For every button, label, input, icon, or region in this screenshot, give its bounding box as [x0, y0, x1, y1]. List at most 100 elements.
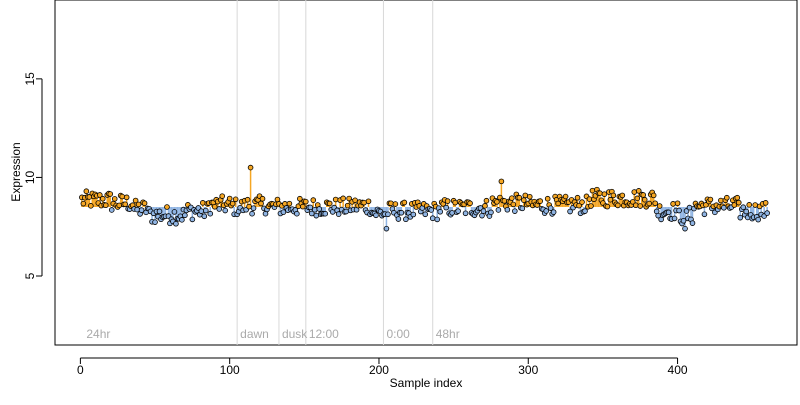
data-point [674, 200, 681, 207]
data-point [452, 199, 458, 206]
x-tick-label: 100 [220, 363, 240, 377]
data-point [737, 214, 744, 221]
data-point [650, 192, 657, 199]
data-point [494, 199, 500, 205]
data-point [437, 208, 443, 215]
data-point [383, 225, 390, 232]
data-point [467, 200, 473, 207]
data-point [615, 202, 621, 209]
marker-lines [236, 0, 434, 345]
data-point [156, 208, 163, 215]
data-point [588, 203, 594, 209]
data-point [311, 206, 318, 213]
data-point [597, 190, 603, 197]
data-point [152, 219, 158, 225]
data-point [586, 196, 593, 202]
data-point [516, 194, 523, 201]
x-tick-label: 200 [369, 363, 389, 377]
data-point [680, 218, 687, 224]
data-point [249, 210, 255, 217]
data-point [116, 202, 122, 209]
data-points [79, 164, 770, 232]
data-point [303, 198, 309, 205]
data-point [335, 211, 342, 217]
y-tick-label: 15 [23, 72, 37, 86]
data-point [219, 193, 226, 199]
data-point [108, 207, 115, 213]
data-point [326, 200, 333, 207]
data-point [498, 178, 505, 185]
data-point [443, 204, 449, 211]
data-point [297, 195, 303, 202]
data-point [83, 188, 90, 195]
data-point [721, 204, 727, 211]
data-point [340, 195, 346, 202]
data-point [388, 200, 394, 207]
data-point [207, 210, 214, 217]
data-point [361, 199, 367, 206]
data-point [641, 196, 648, 203]
data-point [526, 193, 533, 200]
data-point [434, 216, 440, 223]
data-point [731, 202, 738, 208]
data-point [138, 207, 145, 213]
data-point [610, 192, 617, 199]
data-point [735, 199, 742, 206]
data-point [422, 211, 429, 218]
data-point [635, 188, 642, 194]
data-point [229, 200, 236, 207]
data-point [88, 203, 94, 209]
data-point [392, 201, 399, 207]
data-point [665, 209, 672, 216]
data-point [107, 191, 114, 197]
data-point [182, 212, 188, 219]
data-point [429, 215, 436, 222]
data-point [519, 205, 526, 212]
data-point [96, 192, 103, 198]
data-point [259, 195, 266, 202]
data-point [122, 201, 128, 208]
data-point [718, 197, 724, 204]
data-point [640, 192, 647, 198]
data-point [365, 198, 372, 205]
data-point [579, 199, 585, 205]
data-point [198, 208, 205, 214]
data-point [567, 208, 573, 215]
marker-label: 48hr [436, 327, 460, 341]
data-point [258, 200, 264, 207]
data-point [455, 208, 461, 214]
data-point [479, 212, 485, 219]
data-point [637, 203, 644, 209]
data-point [495, 207, 502, 213]
data-point [619, 192, 626, 199]
data-point [189, 216, 196, 223]
data-point [410, 211, 417, 218]
marker-label: 24hr [86, 327, 110, 341]
data-point [99, 195, 106, 202]
data-point [316, 206, 323, 212]
marker-labels: 24hr dawn dusk 12:00 0:00 48hr [86, 327, 459, 341]
data-point [294, 210, 300, 217]
data-point [246, 203, 252, 210]
data-point [462, 210, 469, 217]
data-point [202, 207, 209, 214]
data-point [743, 208, 750, 215]
data-point [398, 209, 405, 216]
data-point [734, 194, 741, 201]
data-point [428, 207, 435, 213]
data-point [250, 205, 257, 211]
data-point [322, 210, 329, 217]
data-point [201, 213, 208, 220]
plot-area-frame [54, 0, 798, 346]
marker-label: dawn [240, 327, 269, 341]
data-point [332, 196, 339, 203]
y-axis: 5 10 15 [23, 72, 43, 279]
data-point [646, 200, 652, 207]
data-point [544, 195, 551, 202]
data-point [576, 202, 582, 209]
data-point [135, 201, 142, 208]
data-point [574, 194, 581, 201]
data-point [222, 207, 228, 214]
data-point [141, 200, 148, 207]
data-point [483, 197, 490, 204]
